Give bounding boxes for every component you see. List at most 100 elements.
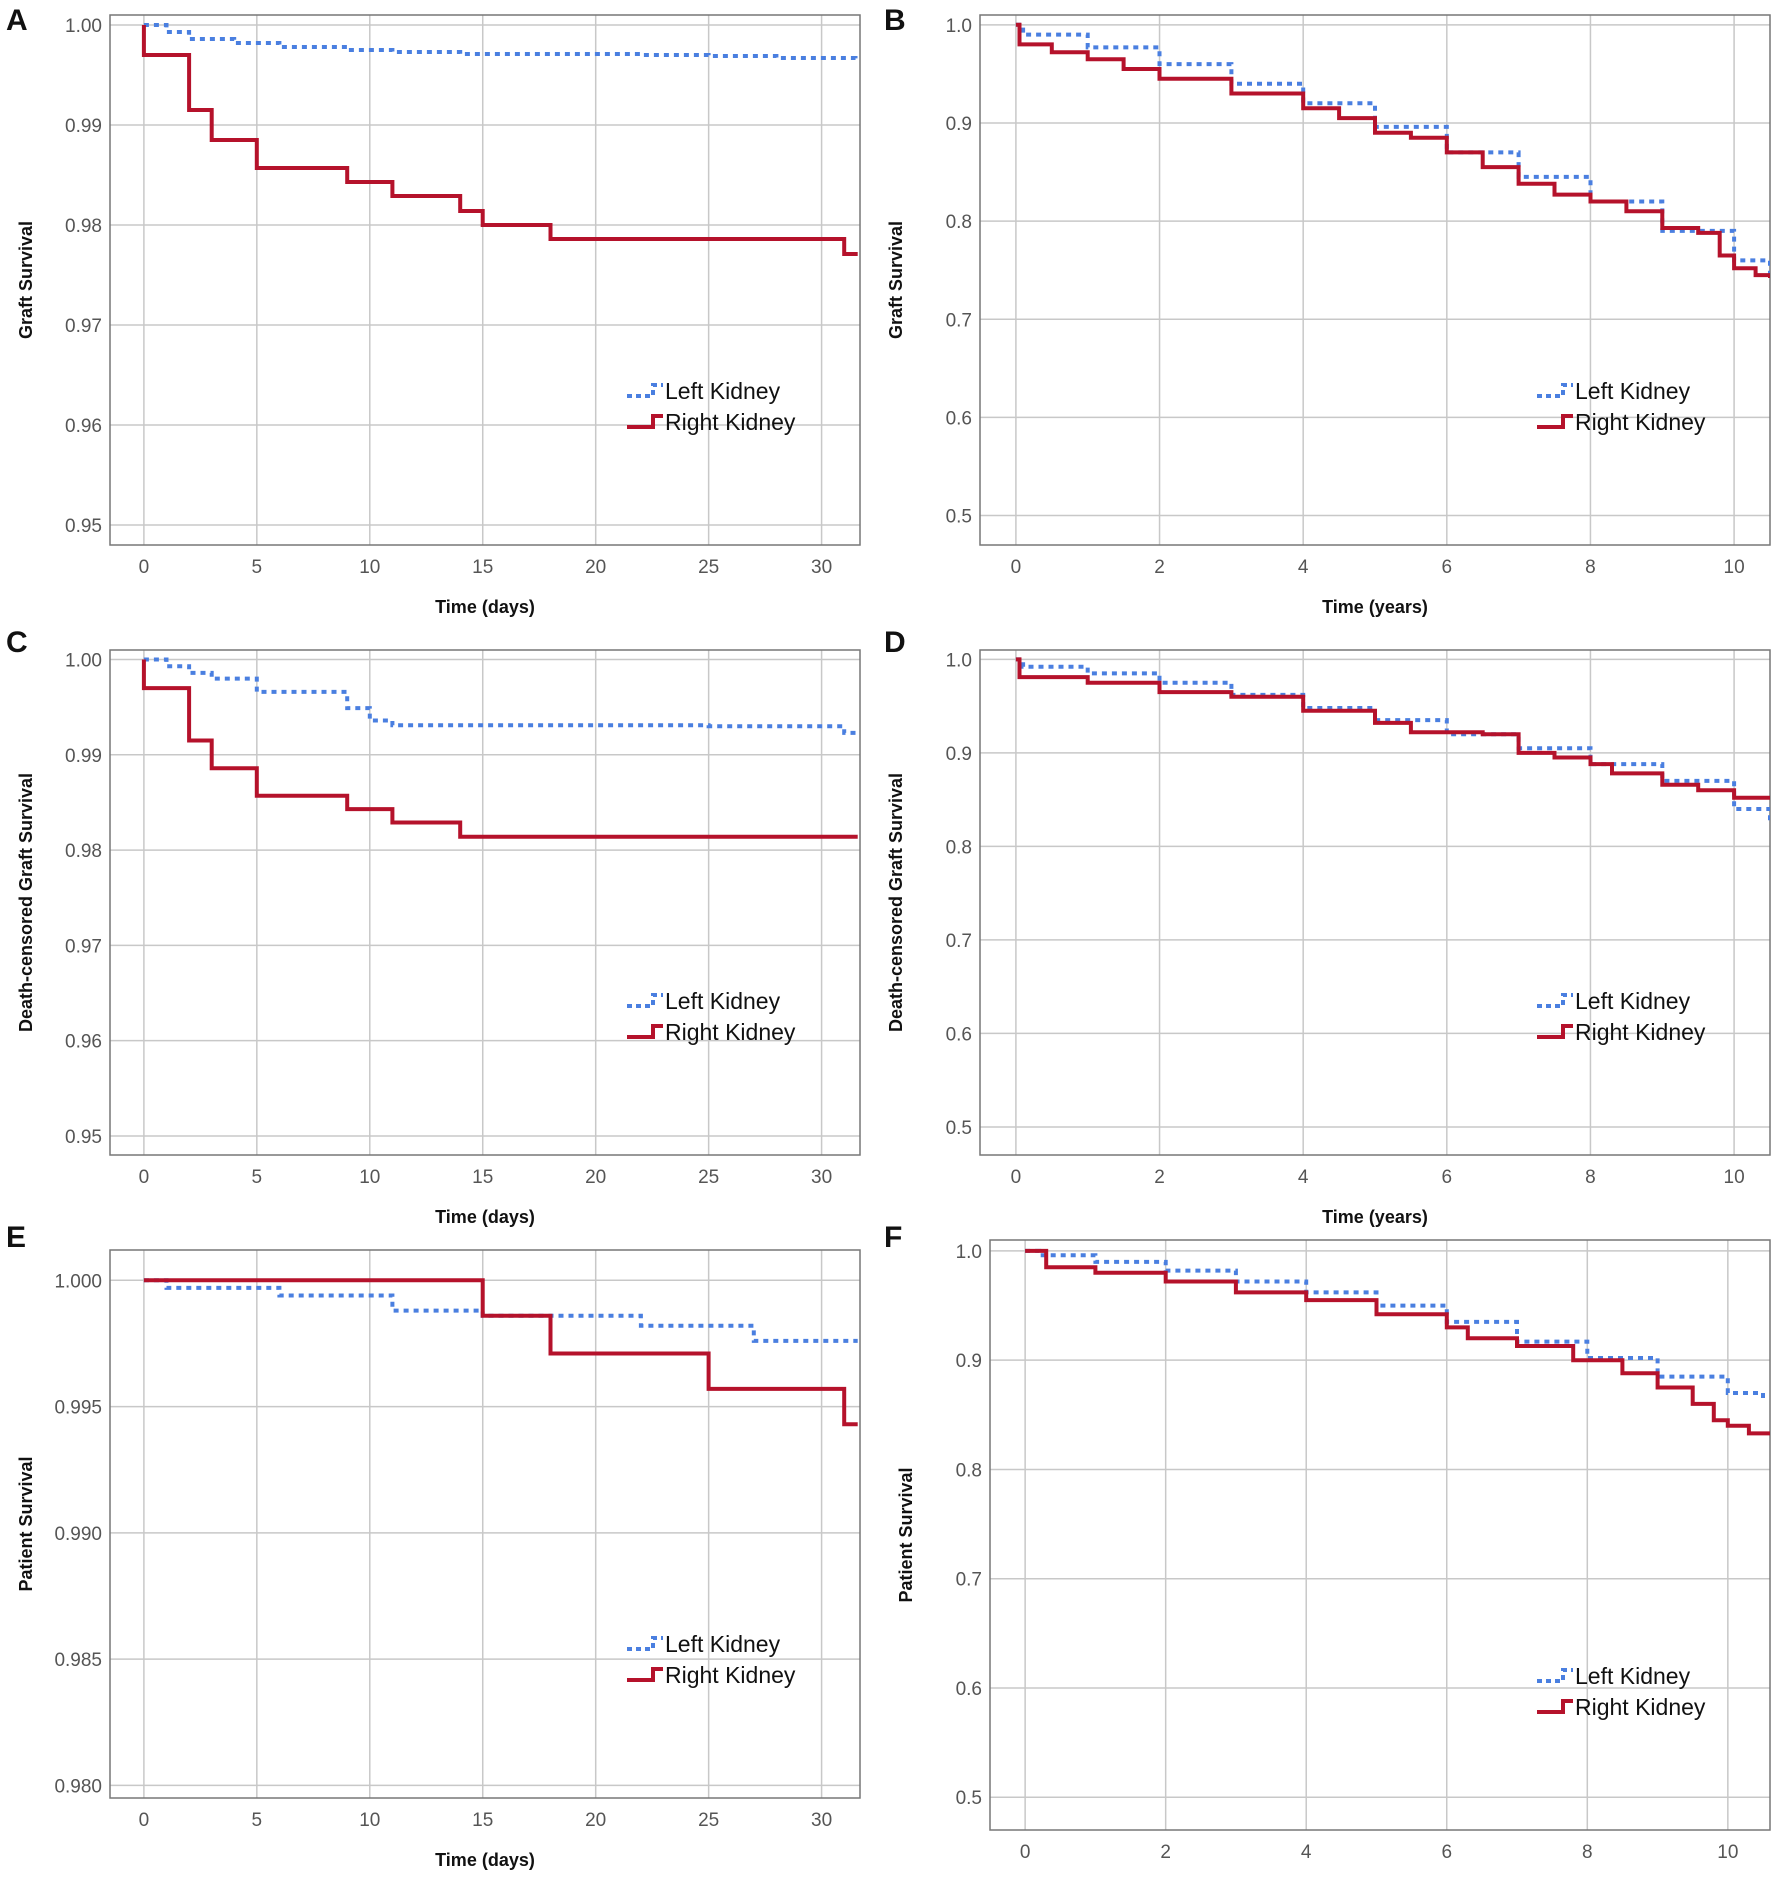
y-tick-label: 0.5: [956, 1788, 982, 1809]
y-tick-label: 0.98: [65, 841, 102, 862]
y-tick-label: 1.0: [956, 1242, 982, 1263]
y-tick-label: 0.8: [956, 1460, 982, 1481]
x-tick-label: 20: [585, 1810, 606, 1831]
series-line-left-kidney: [143, 657, 858, 735]
x-tick-label: 5: [252, 1810, 263, 1831]
legend-swatch: [1537, 993, 1573, 1008]
series-line-left-kidney: [143, 1278, 858, 1343]
x-tick-label: 30: [811, 557, 832, 578]
y-tick-label: 1.000: [54, 1271, 102, 1292]
x-tick-label: 5: [252, 557, 263, 578]
x-tick-label: 6: [1441, 1842, 1452, 1863]
y-tick-label: 1.00: [65, 651, 102, 672]
x-tick-label: 2: [1154, 557, 1165, 578]
y-axis-title: Patient Survival: [16, 1456, 36, 1591]
x-tick-label: 10: [1724, 557, 1745, 578]
series-line-right-kidney: [141, 25, 858, 256]
x-tick-label: 0: [1011, 557, 1022, 578]
series-line-right-kidney: [1025, 1248, 1770, 1436]
plot-frame: [109, 649, 861, 1156]
y-tick-label: 0.5: [946, 507, 972, 528]
series-line-right-kidney: [141, 659, 858, 839]
y-tick-label: 0.985: [54, 1650, 102, 1671]
series-line-right-kidney: [1015, 22, 1770, 278]
y-tick-label: 0.6: [956, 1679, 982, 1700]
legend-label: Right Kidney: [1575, 409, 1706, 435]
y-tick-label: 0.9: [946, 114, 972, 135]
x-tick-label: 8: [1585, 1167, 1596, 1188]
x-tick-label: 10: [1717, 1842, 1738, 1863]
panel-letter: E: [6, 1221, 26, 1254]
y-tick-label: 0.980: [54, 1776, 102, 1797]
panel-letter: F: [884, 1221, 902, 1254]
panel-c: C 0 5 10 15 20 25 30 0.95 0.96 0.97 0.98 0.99 1.00 Tim…: [6, 626, 861, 1227]
x-tick-label: 0: [1020, 1842, 1031, 1863]
legend-label: Left Kidney: [665, 378, 781, 404]
x-axis-title: Time (years): [1322, 1207, 1428, 1227]
legend-label: Right Kidney: [1575, 1019, 1706, 1045]
legend-label: Left Kidney: [665, 988, 781, 1014]
panel-a: A 0 5 10 15 20 25 30 0.95 0.96 0.97 0.98 0.99 1.00 Tim…: [6, 4, 861, 617]
x-tick-label: 0: [1011, 1167, 1022, 1188]
y-tick-label: 0.9: [946, 744, 972, 765]
series-line-right-kidney: [1015, 657, 1770, 800]
x-tick-label: 0: [139, 1167, 150, 1188]
y-tick-label: 0.5: [946, 1118, 972, 1139]
x-tick-label: 15: [472, 1167, 493, 1188]
y-tick-label: 0.96: [65, 1032, 102, 1053]
x-tick-label: 0: [139, 557, 150, 578]
series-line-left-kidney: [1025, 1248, 1765, 1400]
panel-letter: C: [6, 626, 28, 659]
x-axis-title: Time (days): [435, 1207, 535, 1227]
panel-e: E 0 5 10 15 20 25 30 0.980 0.985 0.990 0.995 1.000 Ti…: [6, 1221, 861, 1870]
x-tick-label: 10: [1724, 1167, 1745, 1188]
y-axis-title: Patient Survival: [896, 1467, 916, 1602]
legend-swatch: [627, 383, 663, 398]
plot-frame: [979, 14, 1771, 546]
x-tick-label: 25: [698, 1810, 719, 1831]
legend-swatch: [1537, 414, 1573, 429]
x-tick-label: 10: [359, 1167, 380, 1188]
y-tick-label: 0.96: [65, 416, 102, 437]
y-tick-label: 0.99: [65, 116, 102, 137]
y-tick-label: 0.9: [956, 1351, 982, 1372]
legend-label: Right Kidney: [665, 409, 796, 435]
legend-swatch: [1537, 1699, 1573, 1714]
x-tick-label: 2: [1160, 1842, 1171, 1863]
x-axis-title: Time (years): [1322, 597, 1428, 617]
y-tick-label: 0.97: [65, 316, 102, 337]
x-tick-label: 2: [1154, 1167, 1165, 1188]
x-tick-label: 5: [252, 1167, 263, 1188]
y-tick-label: 1.0: [946, 16, 972, 37]
y-tick-label: 0.995: [54, 1398, 102, 1419]
legend-swatch: [627, 1636, 663, 1651]
y-tick-label: 0.99: [65, 746, 102, 767]
plot-frame: [109, 1249, 861, 1799]
legend-swatch: [627, 993, 663, 1008]
y-tick-label: 1.0: [946, 650, 972, 671]
legend-swatch: [1537, 1024, 1573, 1039]
x-axis-title: Time (days): [435, 597, 535, 617]
series-line-left-kidney: [143, 23, 858, 60]
y-tick-label: 0.8: [946, 212, 972, 233]
x-tick-label: 0: [139, 1810, 150, 1831]
plot-frame: [989, 1239, 1771, 1831]
y-tick-label: 0.7: [946, 931, 972, 952]
y-axis-title: Graft Survival: [886, 221, 906, 339]
legend-label: Left Kidney: [1575, 1663, 1691, 1689]
y-tick-label: 0.6: [946, 408, 972, 429]
legend-label: Right Kidney: [1575, 1694, 1706, 1720]
panel-letter: A: [6, 4, 28, 37]
legend-swatch: [1537, 383, 1573, 398]
legend-label: Right Kidney: [665, 1019, 796, 1045]
legend-label: Left Kidney: [1575, 988, 1691, 1014]
panel-b: B 0 2 4 6 8 10 0.5 0.6 0.7 0.8 0.9 1.0 Time (years) Gr…: [884, 4, 1771, 617]
legend-swatch: [627, 1024, 663, 1039]
x-tick-label: 20: [585, 1167, 606, 1188]
y-tick-label: 0.95: [65, 516, 102, 537]
x-tick-label: 25: [698, 1167, 719, 1188]
series-line-right-kidney: [143, 1278, 858, 1427]
y-tick-label: 0.97: [65, 936, 102, 957]
